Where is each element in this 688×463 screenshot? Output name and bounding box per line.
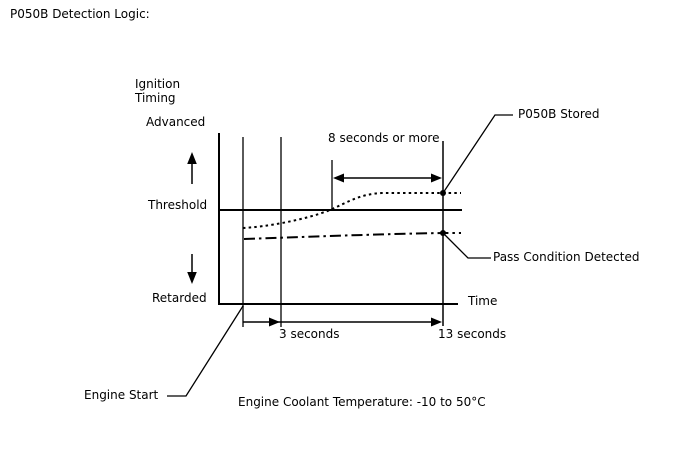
duration-arrowhead-right-icon	[431, 173, 442, 183]
three-seconds-label: 3 seconds	[279, 327, 340, 341]
duration-arrowhead-left-icon	[333, 173, 344, 183]
elapsed-arrowhead-13s-icon	[431, 317, 442, 327]
advance-arrowhead-icon	[187, 152, 197, 164]
retarded-label: Retarded	[152, 291, 207, 305]
engine-start-leader-line	[167, 305, 244, 397]
engine-start-label: Engine Start	[84, 388, 159, 402]
elapsed-arrowhead-3s-icon	[269, 317, 280, 327]
coolant-temperature-note: Engine Coolant Temperature: -10 to 50°C	[238, 395, 486, 409]
pass-condition-label: Pass Condition Detected	[493, 250, 640, 264]
threshold-label: Threshold	[148, 198, 208, 212]
stored-leader-line	[442, 114, 513, 194]
pass-leader-line	[443, 233, 491, 259]
pass-condition-trace	[243, 232, 461, 240]
advanced-label: Advanced	[146, 115, 206, 129]
thirteen-seconds-label: 13 seconds	[438, 327, 507, 341]
y-axis-label: Ignition Timing	[135, 77, 181, 105]
retard-arrowhead-icon	[187, 272, 197, 284]
stored-label: P050B Stored	[518, 107, 600, 121]
time-axis-label: Time	[468, 294, 498, 308]
page-title: P050B Detection Logic:	[10, 7, 150, 21]
duration-label: 8 seconds or more	[328, 131, 440, 145]
